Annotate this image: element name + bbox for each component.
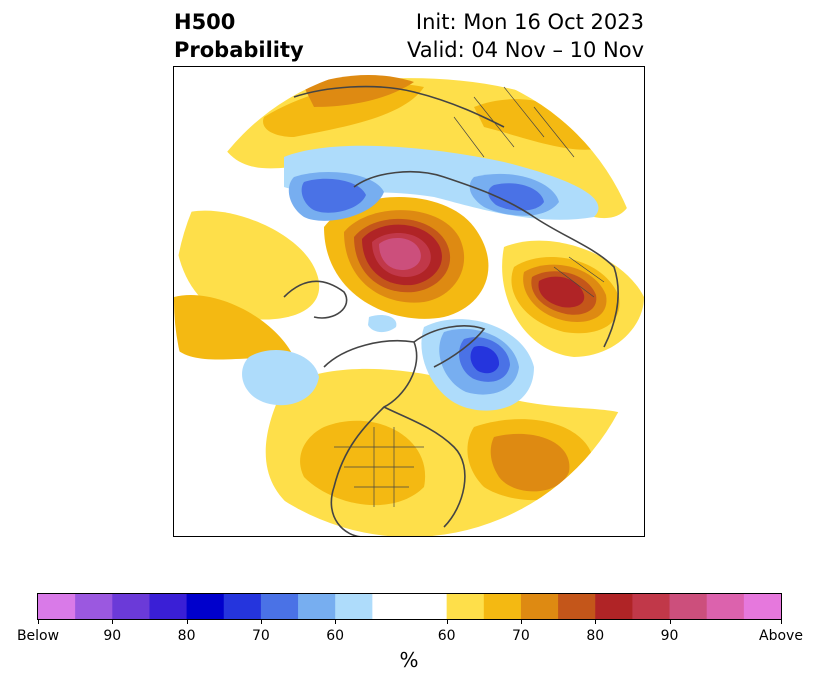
below-normal-region <box>242 349 319 406</box>
borders <box>334 86 605 507</box>
colorbar-segment <box>372 594 448 619</box>
colorbar-segment <box>632 594 671 619</box>
colorbar-tick-label: Below <box>16 628 60 644</box>
colorbar-tick-label: 90 <box>660 628 679 644</box>
colorbar-segment <box>706 594 745 619</box>
colorbar-segment <box>298 594 336 619</box>
colorbar-tick-mark <box>112 620 114 624</box>
above-normal-region <box>490 433 570 492</box>
valid-range: Valid: 04 Nov – 10 Nov <box>407 38 644 62</box>
colorbar-segment <box>223 594 262 619</box>
colorbar-segment <box>149 594 188 619</box>
colorbar-segment <box>558 594 596 619</box>
colorbar-tick-mark <box>595 620 597 624</box>
below-normal-region <box>488 183 544 211</box>
map-subtitle: Init: Mon 16 Oct 2023 Valid: 04 Nov – 10… <box>407 8 644 64</box>
colorbar-segment <box>520 594 559 619</box>
colorbar-segment <box>38 594 76 619</box>
colorbar-tick-label: Above <box>759 628 803 644</box>
above-normal-region <box>174 295 294 360</box>
colorbar-svg <box>38 594 782 619</box>
colorbar-tick-mark <box>38 620 39 624</box>
colorbar-tick-mark <box>335 620 337 624</box>
above-normal-region <box>474 99 604 150</box>
above-normal-region <box>304 75 414 107</box>
title-product: Probability <box>174 38 304 62</box>
colorbar-tick-label: 70 <box>512 628 530 644</box>
colorbar-unit-label: % <box>399 648 419 672</box>
title-variable: H500 <box>174 10 236 34</box>
colorbar-tick-mark <box>781 620 782 624</box>
colorbar-tick-label: 80 <box>586 628 605 644</box>
colorbar-segment <box>186 594 225 619</box>
colorbar-segment <box>446 594 485 619</box>
polar-map <box>173 65 646 538</box>
colorbar-tick-mark <box>186 620 188 624</box>
colorbar-tick-mark <box>520 620 522 624</box>
above-normal-region <box>263 83 424 137</box>
probability-map-svg <box>174 65 646 538</box>
below-normal-region <box>368 315 397 333</box>
colorbar-segment <box>335 594 373 619</box>
colorbar-tick-label: 60 <box>326 628 345 644</box>
map-title: H500 Probability <box>174 8 304 64</box>
colorbar-tick-label: 80 <box>177 628 196 644</box>
colorbar-tick-label: 70 <box>251 628 270 644</box>
coastlines <box>283 85 619 538</box>
colorbar-tick-label: 60 <box>437 628 456 644</box>
colorbar-tick-mark <box>446 620 448 624</box>
colorbar-segment <box>260 594 299 619</box>
colorbar-segment <box>112 594 150 619</box>
above-normal-region <box>379 237 421 270</box>
colorbar-tick-label: 90 <box>103 628 122 644</box>
above-normal-region <box>174 210 320 320</box>
below-normal-region <box>301 178 366 213</box>
colorbar-segment <box>483 594 522 619</box>
colorbar-tick-mark <box>669 620 671 624</box>
below-normal-region <box>470 346 500 374</box>
colorbar-segment <box>595 594 633 619</box>
colorbar-segment <box>669 594 708 619</box>
colorbar-segment <box>75 594 113 619</box>
colorbar-segment <box>743 594 782 619</box>
init-date: Init: Mon 16 Oct 2023 <box>415 10 644 34</box>
above-normal-region <box>538 276 585 308</box>
colorbar <box>37 593 782 620</box>
colorbar-tick-mark <box>260 620 262 624</box>
